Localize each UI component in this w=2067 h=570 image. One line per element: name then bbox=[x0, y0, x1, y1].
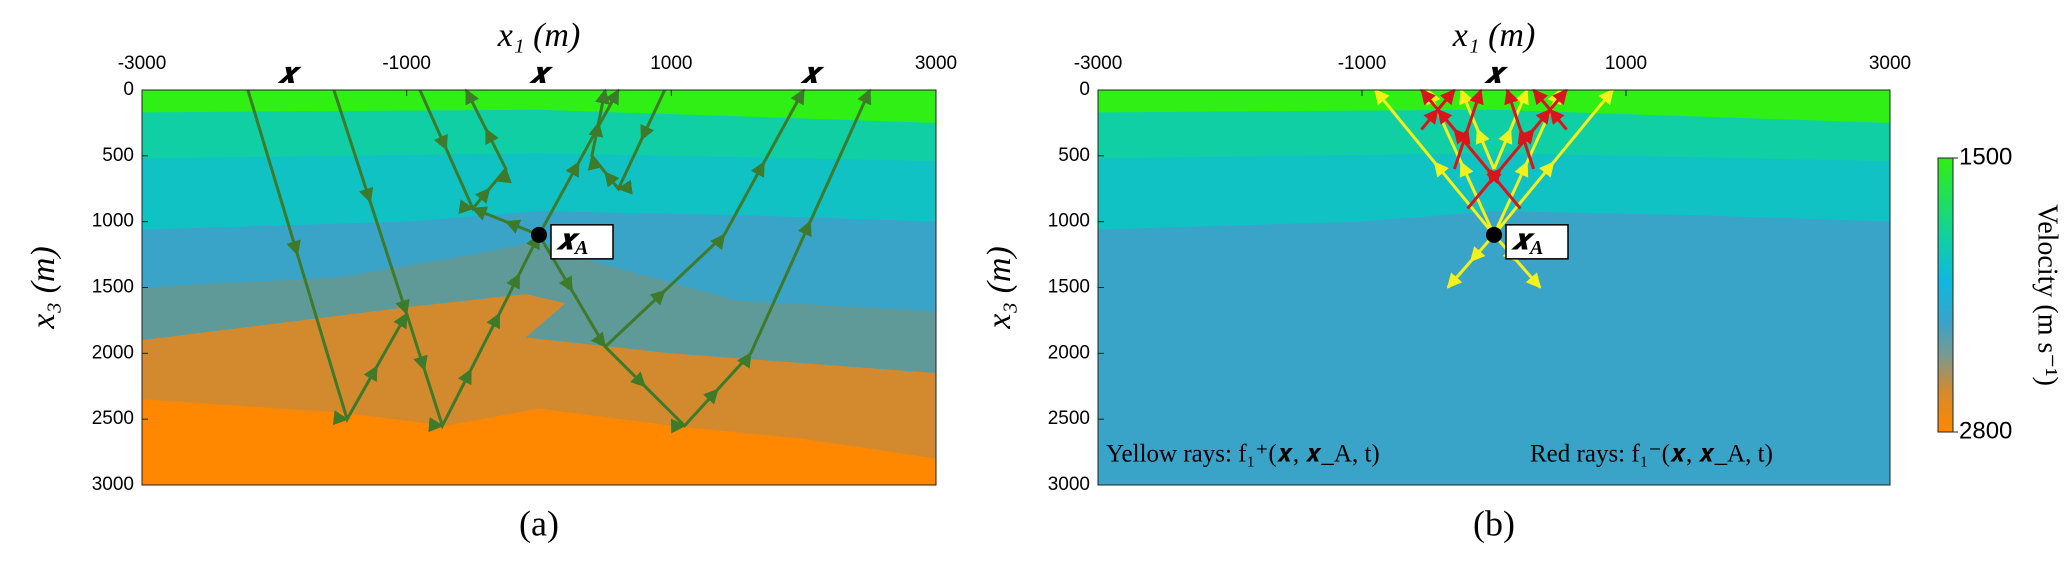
y-tick-label: 2000 bbox=[1048, 342, 1090, 363]
ray bbox=[1446, 233, 1496, 289]
x-tick-label: 1000 bbox=[650, 53, 692, 74]
ray bbox=[1452, 88, 1484, 170]
ray bbox=[1420, 88, 1456, 131]
x-tick-label: -1000 bbox=[382, 53, 431, 74]
x-tick-label: 3000 bbox=[915, 53, 957, 74]
focal-point bbox=[531, 226, 547, 243]
y-tick-label: 0 bbox=[123, 79, 134, 100]
x-tick-label: 1000 bbox=[1605, 53, 1647, 74]
y-tick-label: 2500 bbox=[92, 408, 134, 429]
x-tick-label: -1000 bbox=[1338, 53, 1387, 74]
colorbar-tick-label: 2800 bbox=[1959, 417, 2012, 444]
x-axis-label: x₁ (m) bbox=[497, 17, 581, 54]
y-tick-label: 2500 bbox=[1048, 408, 1090, 429]
ray bbox=[332, 89, 541, 433]
focal-subscript: A bbox=[1528, 236, 1543, 258]
colorbar-tick-label: 1500 bbox=[1959, 143, 2012, 170]
ray bbox=[1504, 88, 1536, 170]
ray bbox=[471, 206, 540, 237]
colorbar-label: Velocity (m s⁻¹) bbox=[2032, 204, 2063, 386]
y-tick-label: 3000 bbox=[92, 474, 134, 495]
y-tick-label: 1500 bbox=[1048, 277, 1090, 298]
source-marker: 𝒙 bbox=[529, 58, 554, 89]
y-tick-label: 2000 bbox=[92, 342, 134, 363]
y-tick-label: 3000 bbox=[1048, 474, 1090, 495]
caption: (b) bbox=[1473, 503, 1515, 543]
annotation: Red rays: f₁⁻(𝒙, 𝒙_A, t) bbox=[1530, 441, 1773, 468]
source-marker: 𝒙 bbox=[800, 58, 825, 89]
x-axis-label: x₁ (m) bbox=[1452, 17, 1536, 54]
ray bbox=[604, 88, 805, 348]
y-axis-label: x₃ (m) bbox=[981, 246, 1018, 330]
ray bbox=[418, 88, 512, 215]
y-tick-label: 500 bbox=[1058, 145, 1090, 166]
annotation: Yellow rays: f₁⁺(𝒙, 𝒙_A, t) bbox=[1106, 441, 1380, 468]
focal-label-box bbox=[1505, 224, 1569, 260]
caption: (a) bbox=[519, 503, 559, 543]
focal-subscript: A bbox=[573, 236, 588, 258]
ray bbox=[1492, 233, 1542, 289]
focal-point bbox=[1486, 226, 1502, 243]
source-marker: 𝒙 bbox=[1484, 58, 1509, 89]
y-tick-label: 1000 bbox=[1048, 211, 1090, 232]
x-tick-label: 3000 bbox=[1869, 53, 1911, 74]
y-tick-label: 500 bbox=[102, 145, 134, 166]
ray bbox=[1532, 88, 1568, 131]
ray bbox=[587, 88, 667, 195]
y-tick-label: 0 bbox=[1079, 79, 1090, 100]
colorbar bbox=[1937, 157, 1954, 433]
focal-label-box bbox=[550, 224, 614, 260]
y-axis-label: x₃ (m) bbox=[25, 246, 62, 330]
y-tick-label: 1500 bbox=[92, 277, 134, 298]
source-marker: 𝒙 bbox=[278, 58, 303, 89]
x-tick-label: -3000 bbox=[1074, 53, 1123, 74]
x-tick-label: -3000 bbox=[118, 53, 167, 74]
y-tick-label: 1000 bbox=[92, 211, 134, 232]
